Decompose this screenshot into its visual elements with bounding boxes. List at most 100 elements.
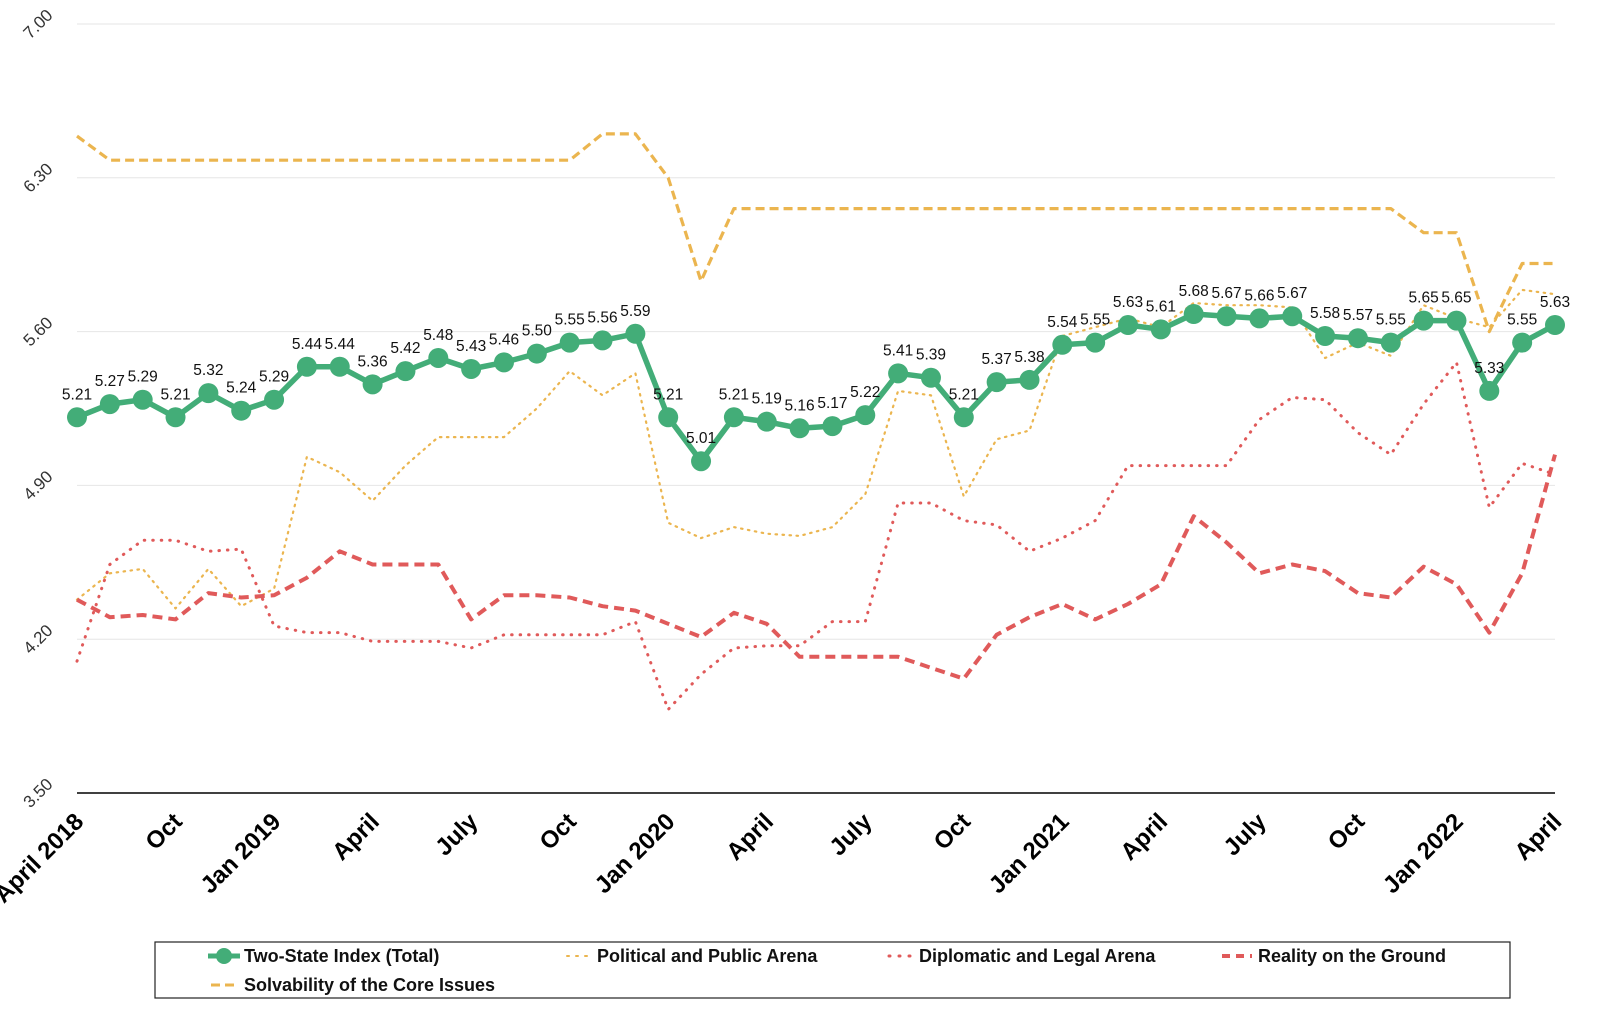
total-data-label: 5.22 [850,384,880,401]
legend-item-reality[interactable]: Reality on the Ground [1222,946,1446,966]
legend-label-total: Two-State Index (Total) [244,946,439,966]
total-point[interactable] [296,356,317,377]
total-point[interactable] [493,352,514,373]
total-point[interactable] [855,405,876,426]
x-tick-label: July [824,808,878,862]
x-tick-label: Jan 2022 [1378,808,1469,899]
x-tick-label: April [1115,808,1173,866]
total-data-label: 5.21 [719,386,749,403]
total-data-label: 5.27 [95,373,125,390]
x-tick-label: Jan 2019 [196,808,287,899]
x-tick-label: Jan 2021 [984,808,1075,899]
x-tick-label: April [327,808,385,866]
total-data-label: 5.24 [226,380,257,397]
total-point[interactable] [67,407,87,428]
y-tick-label: 6.30 [20,159,57,196]
total-point[interactable] [1085,332,1106,353]
total-point[interactable] [1512,332,1533,353]
total-point[interactable] [231,400,252,421]
total-point[interactable] [1052,334,1073,355]
total-data-label: 5.21 [62,386,92,403]
total-point[interactable] [1019,369,1040,390]
total-point[interactable] [1545,315,1565,336]
total-point[interactable] [1282,306,1303,327]
total-point[interactable] [888,363,909,384]
total-point[interactable] [658,407,679,428]
total-point[interactable] [625,323,646,344]
total-data-label: 5.66 [1244,287,1274,304]
legend-label-political: Political and Public Arena [597,946,818,966]
total-data-label: 5.39 [916,347,946,364]
legend: Two-State Index (Total) Political and Pu… [154,941,1511,999]
total-data-label: 5.42 [390,340,420,357]
total-data-label: 5.55 [1080,312,1110,329]
total-data-label: 5.01 [686,430,716,447]
total-point[interactable] [789,418,810,439]
total-point[interactable] [461,358,482,379]
total-point[interactable] [1183,304,1204,325]
total-point[interactable] [1413,310,1434,331]
total-point[interactable] [986,372,1007,393]
total-point[interactable] [1446,310,1467,331]
total-point[interactable] [920,367,941,388]
total-data-label: 5.29 [128,369,158,386]
total-point[interactable] [1315,325,1336,346]
legend-item-total[interactable]: Two-State Index (Total) [208,946,439,966]
total-point[interactable] [1479,380,1500,401]
total-point[interactable] [362,374,383,395]
total-point[interactable] [526,343,547,364]
total-point[interactable] [756,411,777,432]
gridlines [77,23,1555,640]
total-data-label: 5.50 [522,323,553,340]
total-point[interactable] [559,332,580,353]
legend-marker-total [216,948,232,964]
total-point[interactable] [1118,315,1139,336]
legend-item-diplomatic[interactable]: Diplomatic and Legal Arena [887,946,1156,966]
total-data-label: 5.55 [555,312,585,329]
total-data-label: 5.65 [1409,290,1439,307]
legend-item-solvability[interactable]: Solvability of the Core Issues [211,975,495,995]
total-point[interactable] [1249,308,1270,329]
total-point[interactable] [329,356,350,377]
total-data-label: 5.61 [1146,298,1176,315]
total-point[interactable] [1347,328,1368,349]
legend-item-political[interactable]: Political and Public Arena [566,946,818,966]
total-data-label: 5.44 [292,336,323,353]
total-data-label: 5.55 [1376,312,1406,329]
total-point[interactable] [165,407,186,428]
total-point[interactable] [691,451,712,472]
total-data-label: 5.67 [1211,285,1241,302]
y-axis: 3.50 4.20 4.90 5.60 6.30 7.00 [20,6,57,812]
total-point[interactable] [428,347,449,368]
total-data-label: 5.33 [1474,360,1504,377]
total-data-label: 5.38 [1014,349,1044,366]
total-point[interactable] [395,361,416,382]
total-data-label: 5.36 [358,353,388,370]
legend-label-diplomatic: Diplomatic and Legal Arena [919,946,1156,966]
total-point[interactable] [1150,319,1171,340]
total-data-label: 5.44 [325,336,356,353]
legend-box [154,941,1511,999]
total-point[interactable] [1216,306,1237,327]
total-point[interactable] [592,330,613,351]
x-tick-label: Oct [929,808,976,855]
total-point[interactable] [723,407,744,428]
x-tick-label: Jan 2020 [590,808,681,899]
total-point[interactable] [822,416,843,437]
total-point[interactable] [198,383,219,404]
total-point[interactable] [1380,332,1401,353]
total-data-label: 5.46 [489,331,519,348]
x-tick-label: April [721,808,779,866]
total-data-label: 5.54 [1047,314,1078,331]
total-data-label: 5.21 [160,386,190,403]
total-data-label: 5.19 [752,391,782,408]
total-point[interactable] [264,389,285,410]
total-point[interactable] [953,407,974,428]
y-tick-label: 7.00 [20,6,57,43]
x-tick-label: April [1509,808,1567,866]
total-point[interactable] [132,389,153,410]
total-point[interactable] [99,394,120,415]
series-line-0 [74,311,1558,464]
total-data-label: 5.63 [1540,294,1570,311]
